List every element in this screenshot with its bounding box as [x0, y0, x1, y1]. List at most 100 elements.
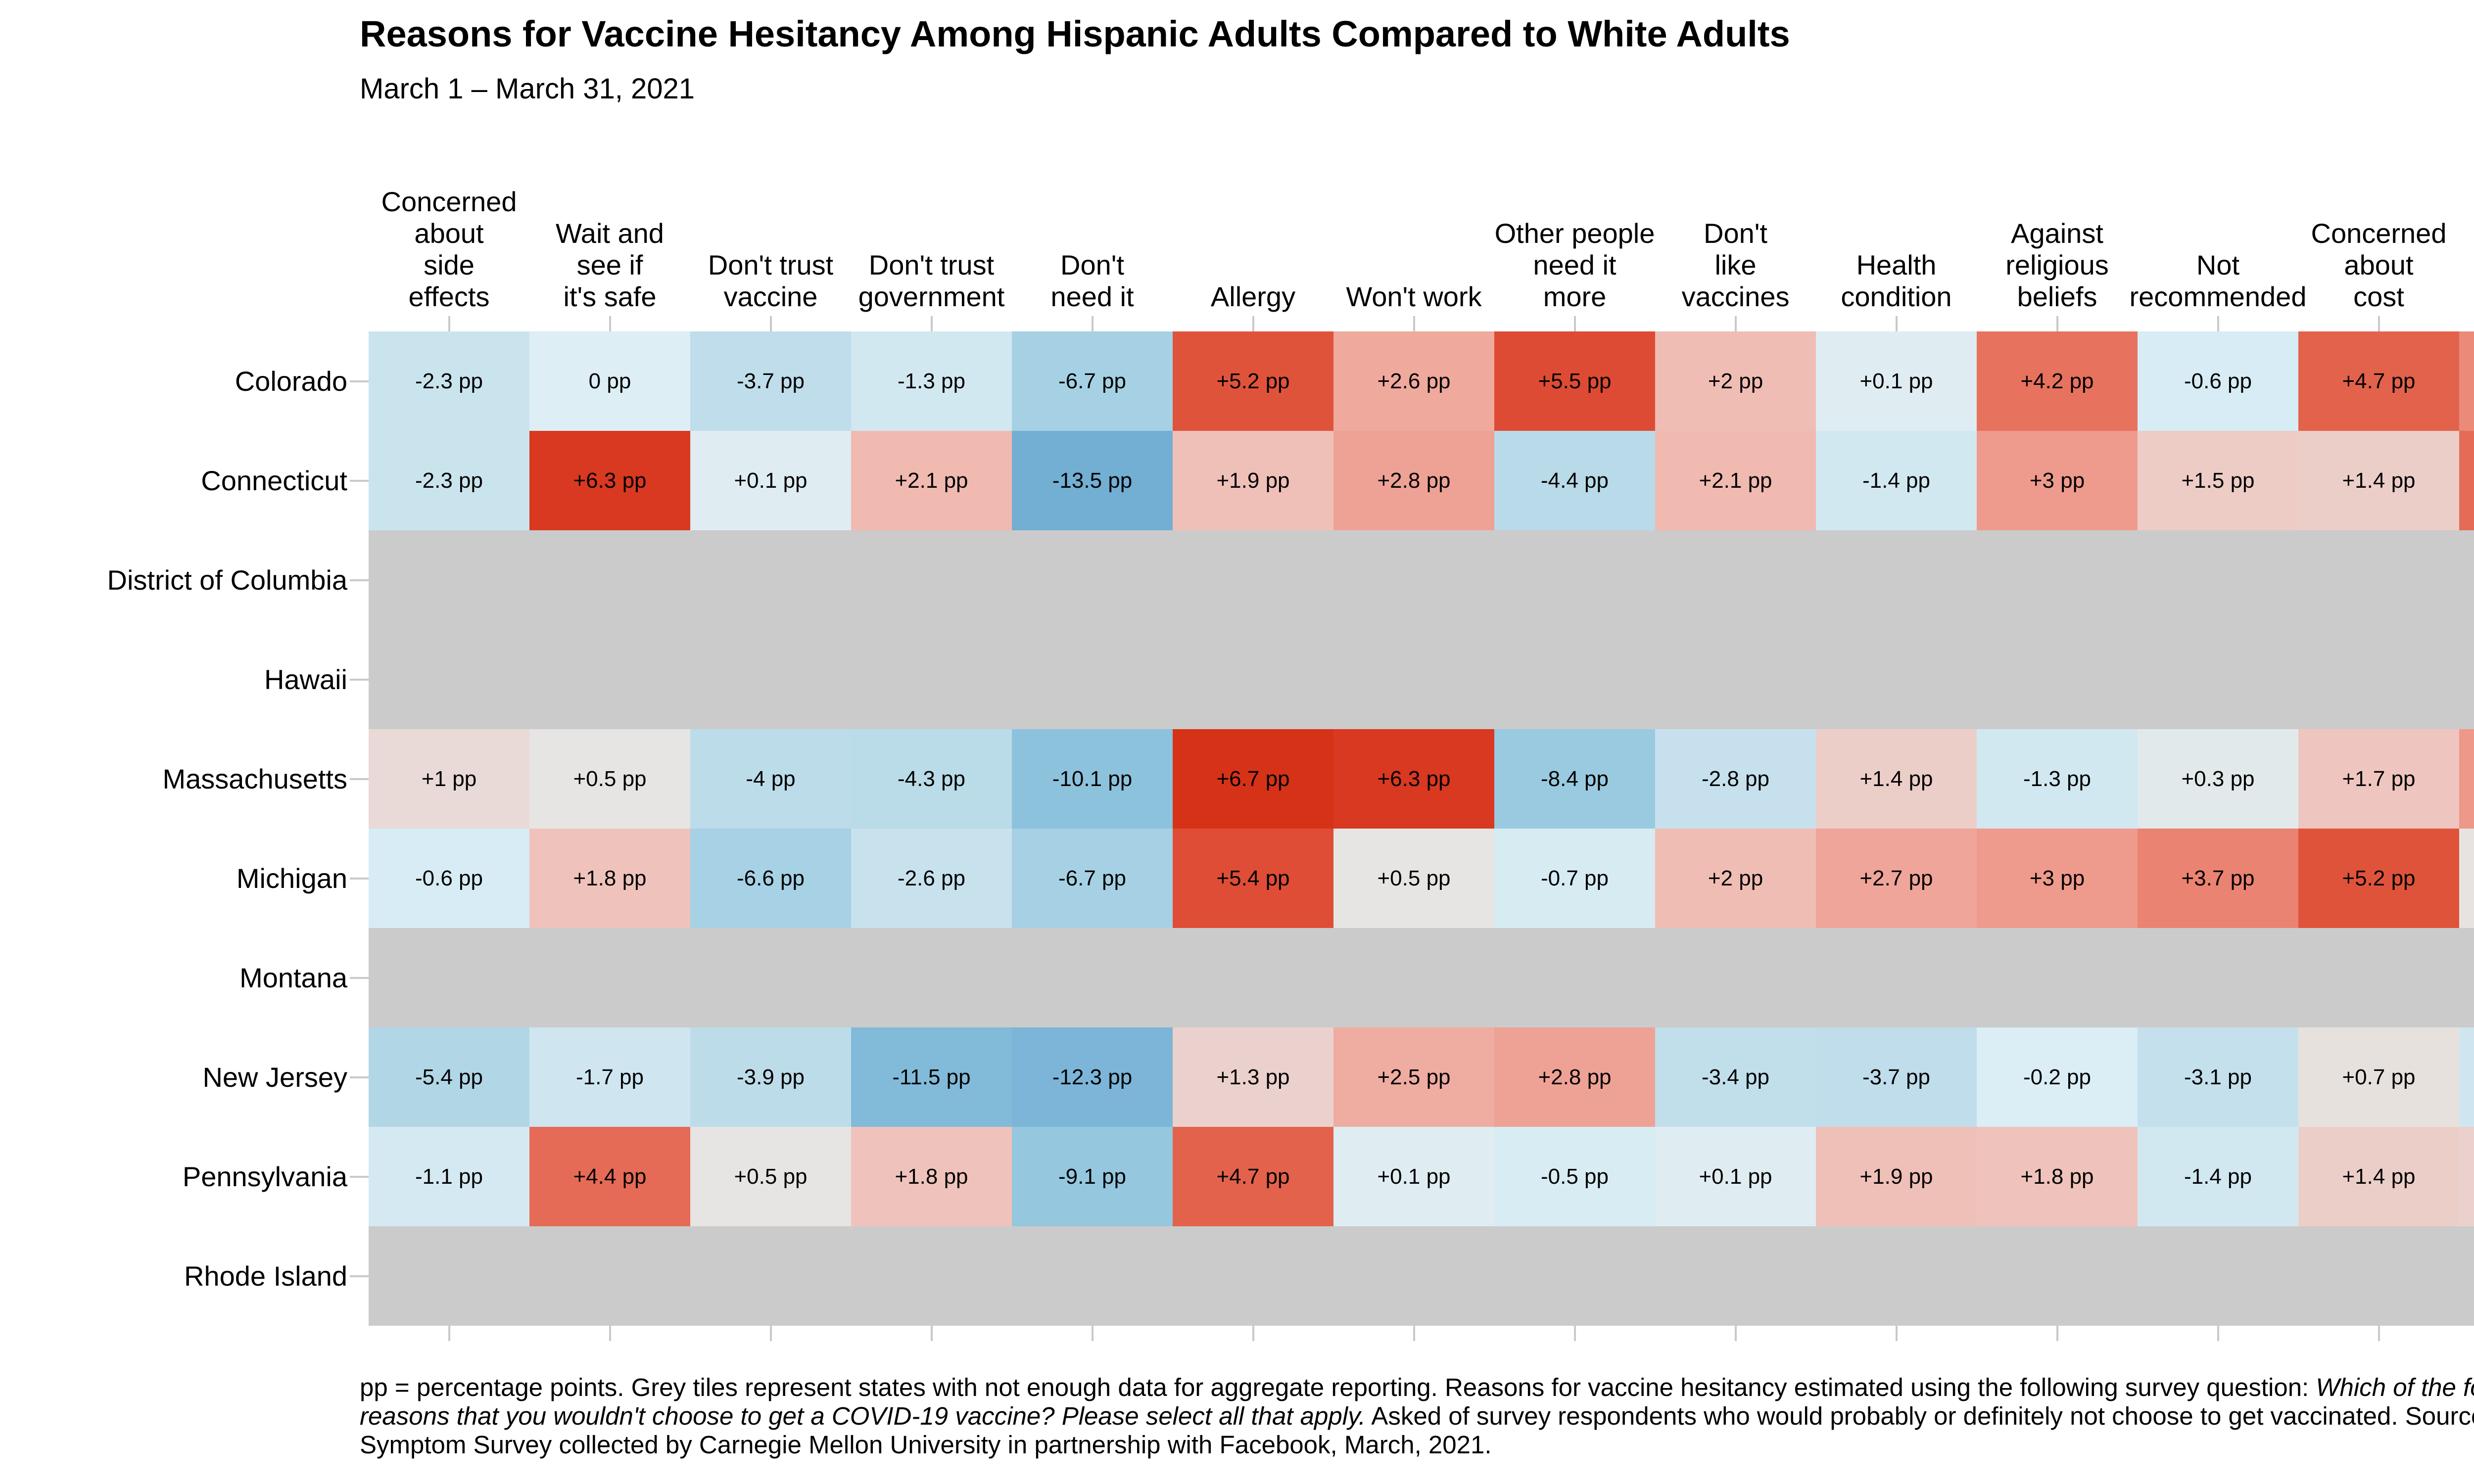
heatmap-cell: -8.4 pp [1494, 729, 1655, 829]
heatmap-cell [2138, 530, 2298, 630]
heatmap-cell [851, 530, 1012, 630]
axis-tick-top [2378, 316, 2380, 331]
cell-value: -1.3 pp [2023, 766, 2091, 791]
heatmap-cell [1173, 630, 1333, 729]
cell-value: +1.9 pp [1216, 468, 1290, 493]
column-header: Pregnancy [2449, 281, 2474, 313]
column-header: Wait and see if it's safe [556, 218, 664, 312]
heatmap-cell [1333, 928, 1494, 1027]
cell-value: -2.6 pp [898, 866, 965, 890]
column-header: Concerned about side effects [381, 186, 517, 312]
cell-value: +1.5 pp [2181, 468, 2255, 493]
cell-value: +3 pp [2029, 866, 2085, 890]
heatmap-cell: +1.5 pp [2138, 431, 2298, 530]
row-label: Connecticut [201, 465, 347, 496]
axis-tick-left [350, 579, 369, 581]
axis-tick-left [350, 1076, 369, 1078]
heatmap-cell: +0.5 pp [529, 729, 690, 829]
heatmap-cell: +5.2 pp [1173, 331, 1333, 431]
heatmap-cell: +4.7 pp [2298, 331, 2459, 431]
cell-value: -13.5 pp [1052, 468, 1133, 493]
axis-tick-bottom [1895, 1326, 1898, 1341]
footnote-text: pp = percentage points. Grey tiles repre… [360, 1373, 2316, 1401]
row-label: Rhode Island [184, 1260, 347, 1292]
heatmap-cell: +1.9 pp [1816, 1127, 1977, 1226]
cell-value: -6.7 pp [1058, 369, 1126, 393]
cell-value: +0.1 pp [1699, 1164, 1772, 1189]
cell-value: -10.1 pp [1052, 766, 1133, 791]
heatmap-cell: +0.6 pp [2459, 829, 2474, 928]
heatmap-cell [690, 928, 851, 1027]
cell-value: +1.3 pp [1216, 1065, 1290, 1089]
heatmap-cell: +5.2 pp [2298, 829, 2459, 928]
axis-tick-left [350, 380, 369, 382]
heatmap-cell: -1.3 pp [851, 331, 1012, 431]
cell-value: -4 pp [746, 766, 796, 791]
heatmap-grid: -2.3 pp 0 pp -3.7 pp -1.3 pp -6.7 pp +5.2 pp +… [369, 331, 2474, 1326]
column-header: Not recommended [2129, 249, 2307, 312]
heatmap-cell: +5.4 pp [1173, 829, 1333, 928]
cell-value: -4.4 pp [1541, 468, 1609, 493]
cell-value: +2.1 pp [1699, 468, 1772, 493]
cell-value: -2.3 pp [415, 369, 483, 393]
cell-value: +1.8 pp [895, 1164, 968, 1189]
heatmap-cell [851, 1226, 1012, 1326]
heatmap-cell: -2.8 pp [1655, 729, 1816, 829]
heatmap-cell [1816, 1226, 1977, 1326]
heatmap-cell [1655, 630, 1816, 729]
heatmap-cell: +2.7 pp [1816, 829, 1977, 928]
cell-value: +0.1 pp [1859, 369, 1933, 393]
column-headers: Concerned about side effects Wait and see if i… [369, 156, 2474, 313]
cell-value: -0.5 pp [1541, 1164, 1609, 1189]
heatmap-cell [690, 530, 851, 630]
row-label: Massachusetts [162, 763, 348, 794]
heatmap-cell [1012, 630, 1173, 729]
cell-value: +4.7 pp [2342, 369, 2416, 393]
row-label: Pennsylvania [182, 1161, 347, 1192]
heatmap-cell [1655, 1226, 1816, 1326]
cell-value: +0.5 pp [1377, 866, 1451, 890]
cell-value: +4.2 pp [2020, 369, 2094, 393]
heatmap-cell [690, 1226, 851, 1326]
heatmap-cell [1494, 630, 1655, 729]
heatmap-cell: -4.4 pp [1494, 431, 1655, 530]
cell-value: -1.1 pp [415, 1164, 483, 1189]
cell-value: +6.3 pp [573, 468, 647, 493]
heatmap-cell [1333, 630, 1494, 729]
axis-tick-top [1895, 316, 1898, 331]
heatmap-cell: +6.3 pp [529, 431, 690, 530]
heatmap-cell: +2.6 pp [1333, 331, 1494, 431]
row-label: Colorado [235, 366, 347, 397]
heatmap-cell: +1.9 pp [1173, 431, 1333, 530]
heatmap-cell: +1.3 pp [2459, 1127, 2474, 1226]
heatmap-cell: +1 pp [369, 729, 529, 829]
heatmap-cell [369, 530, 529, 630]
cell-value: -0.2 pp [2023, 1065, 2091, 1089]
axis-tick-bottom [1252, 1326, 1254, 1341]
heatmap-cell: +6.7 pp [1173, 729, 1333, 829]
cell-value: +5.4 pp [1216, 866, 1290, 890]
heatmap-cell [1173, 1226, 1333, 1326]
row-label: Hawaii [264, 664, 347, 695]
cell-value: -3.4 pp [1702, 1065, 1769, 1089]
axis-tick-top [1252, 316, 1254, 331]
heatmap-cell [1655, 928, 1816, 1027]
heatmap-cell: -10.1 pp [1012, 729, 1173, 829]
cell-value: -6.7 pp [1058, 866, 1126, 890]
cell-value: +4.4 pp [573, 1164, 647, 1189]
cell-value: -12.3 pp [1052, 1065, 1133, 1089]
cell-value: +1.8 pp [573, 866, 647, 890]
column-header: Don't need it [1050, 249, 1134, 312]
heatmap-cell: -11.5 pp [851, 1027, 1012, 1127]
footnote-source: Asked of survey respondents who would pr… [360, 1402, 2474, 1459]
heatmap-cell [1012, 1226, 1173, 1326]
cell-value: +2 pp [1708, 369, 1763, 393]
cell-value: +2.1 pp [895, 468, 968, 493]
axis-tick-top [769, 316, 772, 331]
heatmap-cell: +4.7 pp [1173, 1127, 1333, 1226]
axis-tick-bottom [2378, 1326, 2380, 1341]
axis-tick-top [1091, 316, 1094, 331]
cell-value: +1.8 pp [2020, 1164, 2094, 1189]
heatmap-cell [369, 630, 529, 729]
